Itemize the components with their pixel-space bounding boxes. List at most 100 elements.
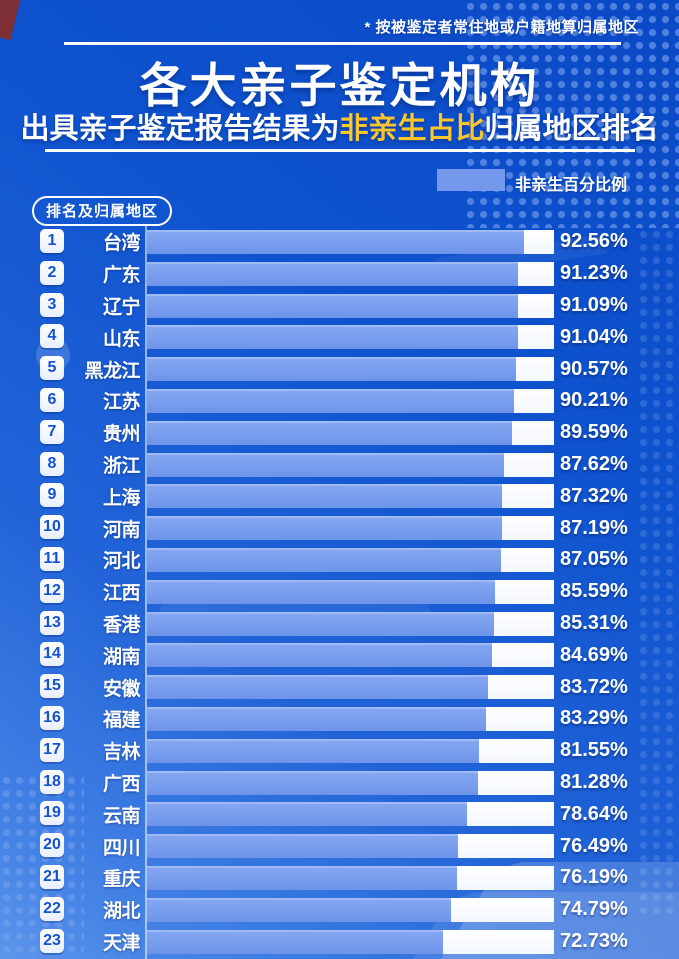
bar-remainder [457,865,554,890]
bar-track [147,420,554,445]
page-title: 各大亲子鉴定机构 [139,59,540,112]
region-label: 安徽 [102,678,141,700]
bar-track [147,579,554,604]
bar-track [147,357,554,382]
value-label: 76.19% [560,866,628,889]
chart-row: 11 河北 87.05% [0,544,679,576]
bar-fill [147,420,512,445]
chart-row: 14 湖南 84.69% [0,639,679,671]
bar-track [147,484,554,509]
rank-badge: 12 [40,578,64,603]
rank-badge: 22 [40,896,64,921]
region-label: 湖北 [102,901,141,923]
bar-fill [147,579,496,604]
chart-row: 9 上海 87.32% [0,480,679,512]
region-label: 天津 [102,932,141,954]
bar-track [147,547,554,572]
rank-badge: 8 [40,451,64,476]
bar-remainder [501,547,554,572]
bar-remainder [495,579,554,604]
bar-fill [147,802,468,827]
region-label: 河北 [102,551,141,573]
rank-badge: 2 [40,260,64,285]
rank-badge: 16 [40,705,64,730]
chart-row: 7 贵州 89.59% [0,417,679,449]
rank-badge: 20 [40,833,64,858]
rank-badge: 17 [40,737,64,762]
bar-fill [147,865,458,890]
bar-track [147,452,554,477]
bar-fill [147,388,515,413]
header-divider-top [64,42,621,45]
region-label: 河南 [102,519,141,541]
bar-track [147,611,554,636]
region-label: 吉林 [102,742,141,764]
region-label: 浙江 [102,455,141,477]
chart-row: 4 山东 91.04% [0,321,679,353]
region-label: 山东 [102,328,141,350]
legend-label: 非亲生百分比例 [515,177,628,194]
bar-track [147,897,554,922]
chart-row: 19 云南 78.64% [0,798,679,830]
rank-badge: 7 [40,419,64,444]
region-label: 广西 [102,773,141,795]
bar-remainder [443,929,554,954]
bar-track [147,293,554,318]
bar-remainder [451,897,554,922]
bar-remainder [477,770,554,795]
bar-fill [147,643,492,668]
bar-remainder [503,452,554,477]
bar-track [147,770,554,795]
rank-badge: 18 [40,769,64,794]
legend-swatch [437,169,505,191]
region-label: 上海 [102,487,141,509]
bar-remainder [502,484,554,509]
rank-badge: 10 [40,515,64,540]
value-label: 85.59% [560,580,628,603]
bar-fill [147,293,518,318]
bar-remainder [487,675,554,700]
value-label: 90.21% [560,389,628,412]
value-label: 87.05% [560,548,628,571]
bar-fill [147,675,488,700]
bar-fill [147,325,518,350]
bar-remainder [511,420,554,445]
bar-fill [147,897,452,922]
value-label: 83.29% [560,707,628,730]
footnote-attribution: * 按被鉴定者常住地或户籍地算归属地区 [364,19,639,36]
value-label: 78.64% [560,802,628,825]
chart-row: 15 安徽 83.72% [0,671,679,703]
bar-fill [147,706,486,731]
bar-fill [147,516,502,541]
rank-badge: 23 [40,928,64,953]
rank-badge: 19 [40,801,64,826]
bar-track [147,643,554,668]
chart-row: 22 湖北 74.79% [0,894,679,926]
rank-badge: 13 [40,610,64,635]
page-subtitle: 出具亲子鉴定报告结果为非亲生占比归属地区排名 [0,105,679,147]
value-label: 87.32% [560,484,628,507]
bar-track [147,325,554,350]
chart-row: 8 浙江 87.62% [0,449,679,481]
bar-remainder [458,834,554,859]
rank-badge: 21 [40,864,64,889]
bar-fill [147,357,516,382]
region-label: 台湾 [102,233,141,255]
chart-row: 17 吉林 81.55% [0,735,679,767]
bar-track [147,706,554,731]
value-label: 90.57% [560,357,628,380]
chart-row: 13 香港 85.31% [0,608,679,640]
chart-row: 10 河南 87.19% [0,512,679,544]
bar-fill [147,261,519,286]
chart-row: 6 江苏 90.21% [0,385,679,417]
region-label: 贵州 [102,424,141,446]
region-label: 重庆 [102,869,141,891]
chart-row: 3 辽宁 91.09% [0,290,679,322]
rank-badge: 6 [40,387,64,412]
bar-remainder [501,516,554,541]
value-label: 81.55% [560,739,628,762]
bar-fill [147,484,503,509]
bar-fill [147,770,478,795]
value-label: 85.31% [560,611,628,634]
